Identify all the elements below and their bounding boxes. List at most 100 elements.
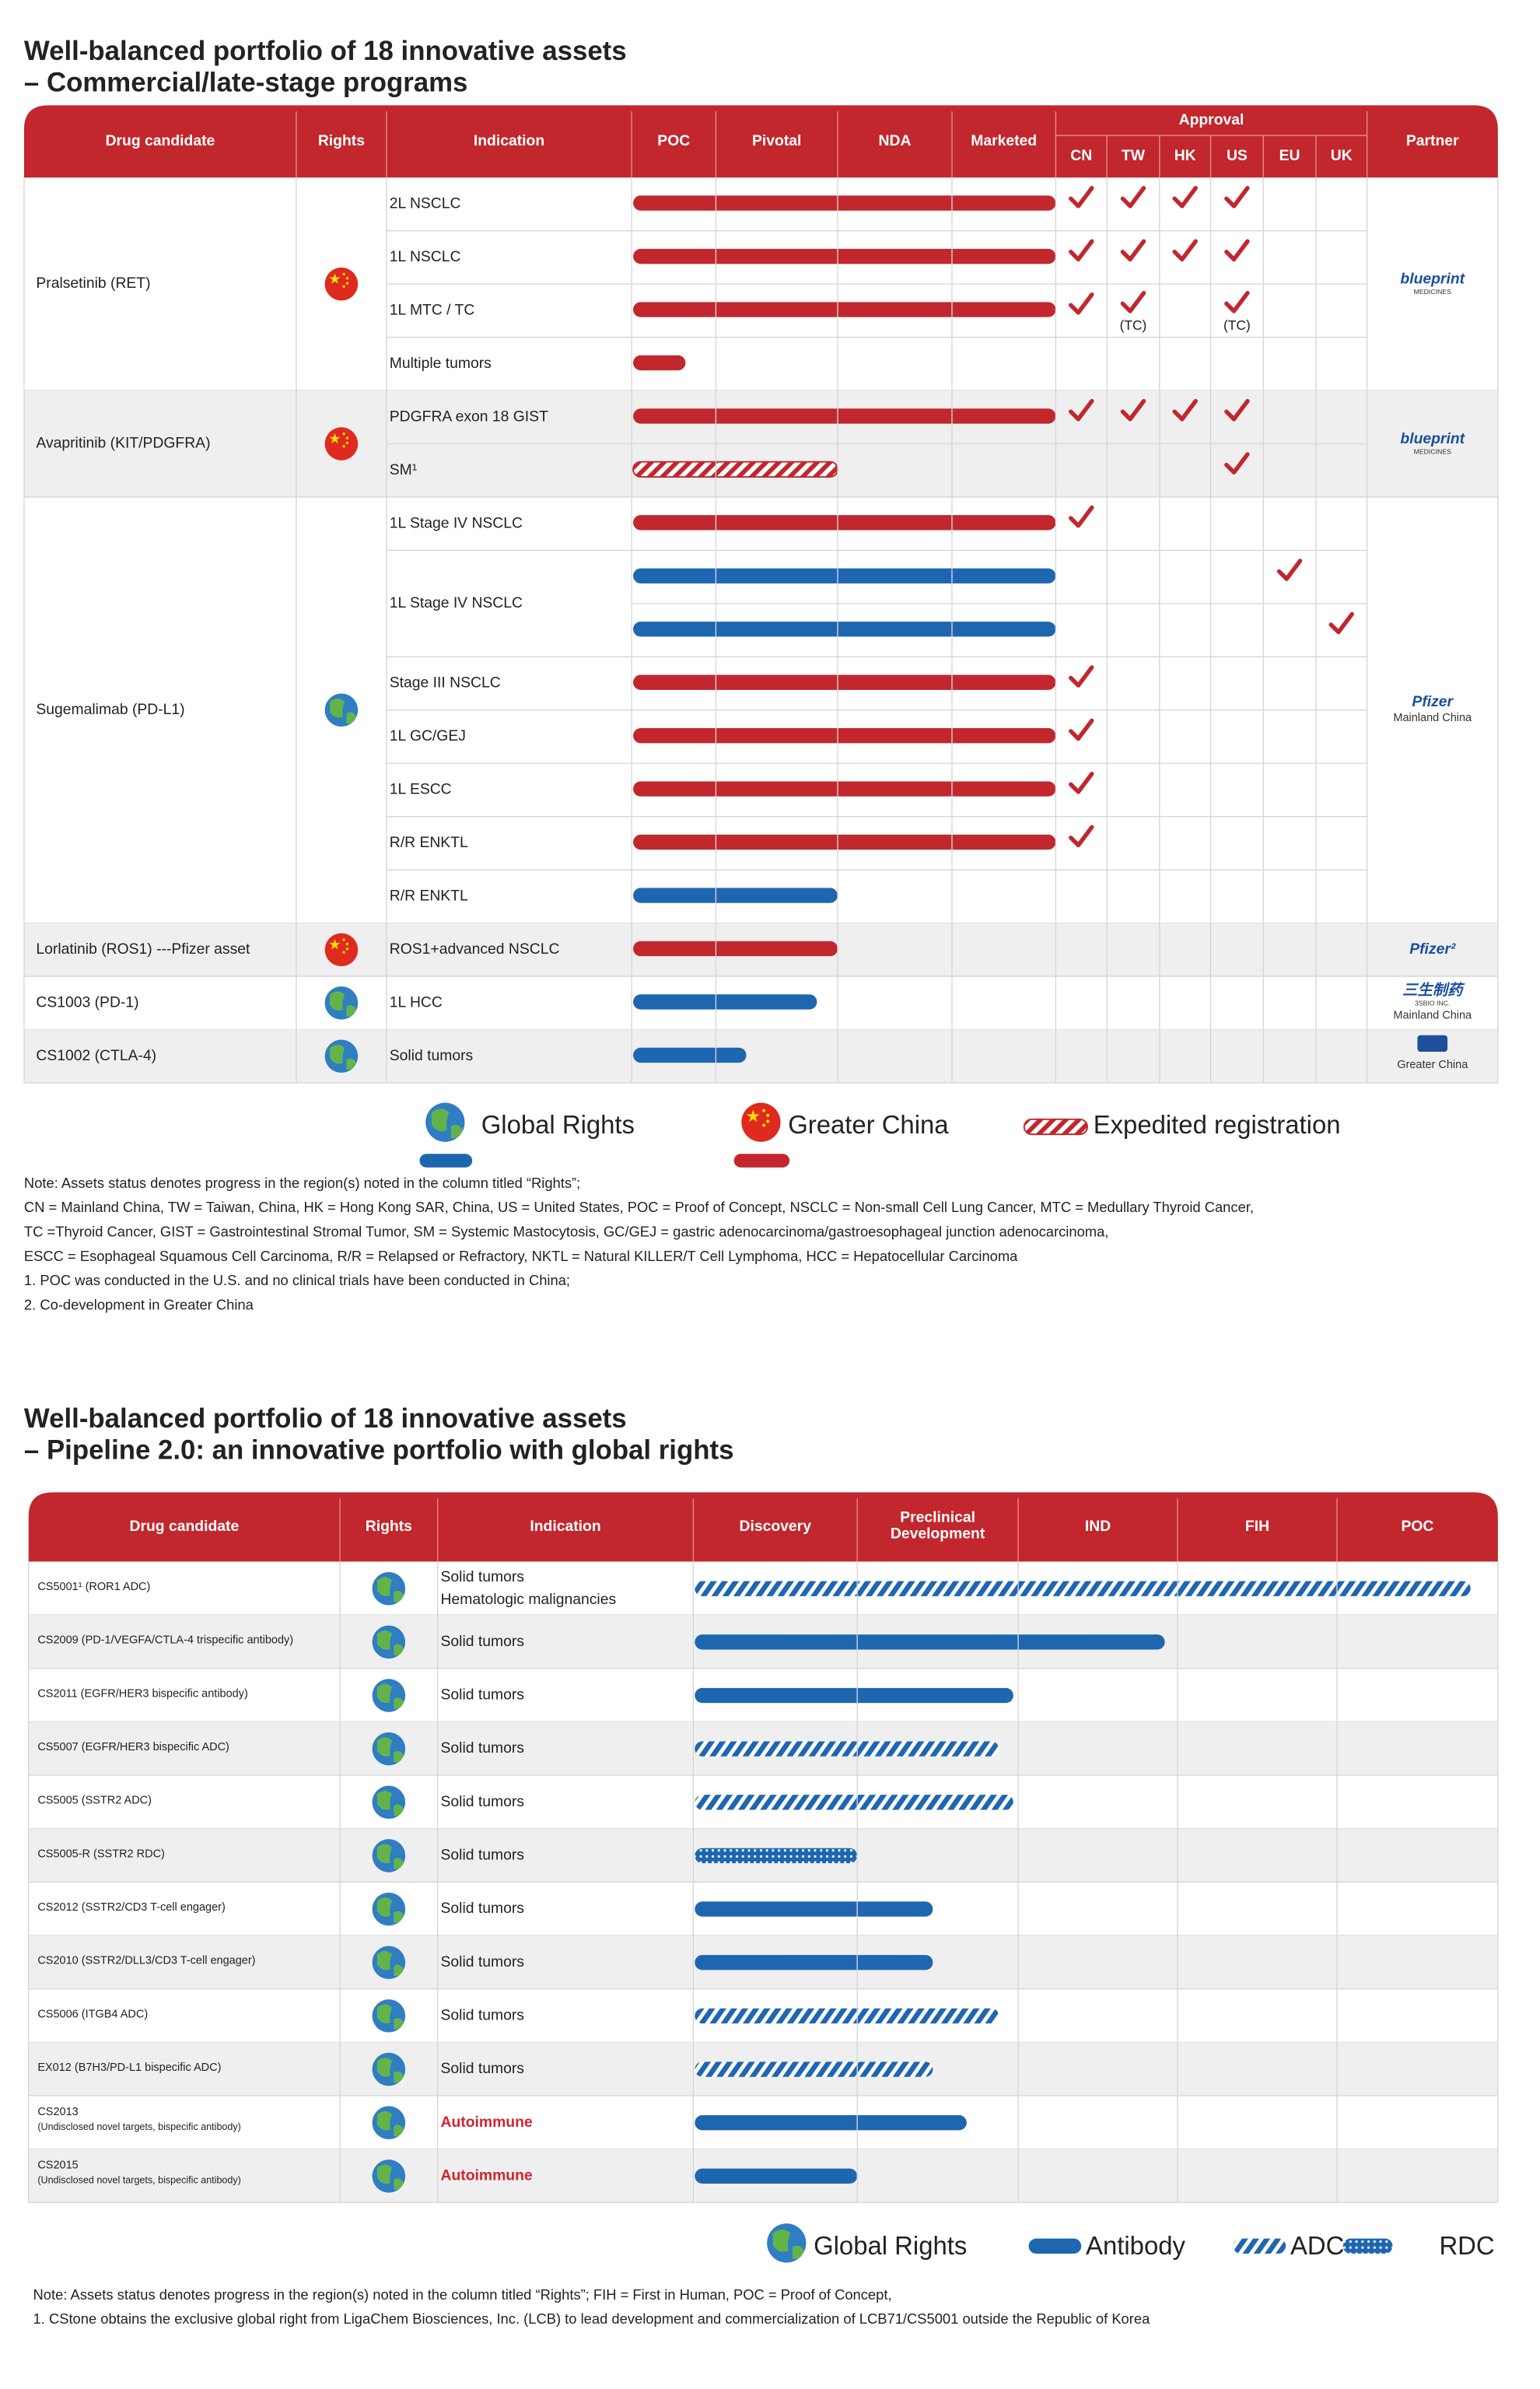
check-mark bbox=[1120, 239, 1146, 262]
column-header: Drug candidate bbox=[106, 133, 215, 149]
indication: Solid tumors bbox=[441, 1954, 524, 1970]
drug-name: EX012 (B7H3/PD-L1 bispecific ADC) bbox=[37, 2061, 221, 2074]
legend-bar bbox=[1023, 1118, 1088, 1136]
progress-bar bbox=[633, 515, 1056, 531]
check-mark bbox=[1224, 291, 1250, 314]
globe-land bbox=[376, 1683, 404, 1709]
globe-land bbox=[330, 698, 357, 724]
check-mark bbox=[1120, 398, 1146, 422]
china-flag-icon bbox=[324, 427, 359, 461]
check-mark bbox=[1172, 186, 1198, 208]
column-header: US bbox=[1227, 148, 1248, 164]
drug-name: CS2012 (SSTR2/CD3 T-cell engager) bbox=[37, 1901, 225, 1914]
column-header: Drug candidate bbox=[130, 1519, 240, 1535]
check-mark bbox=[1172, 398, 1198, 422]
column-header: Preclinical bbox=[900, 1509, 975, 1526]
partner-region: Mainland China bbox=[1393, 712, 1472, 724]
column-header: Rights bbox=[366, 1519, 412, 1535]
progress-bar bbox=[632, 461, 838, 478]
row-shade bbox=[23, 1029, 1498, 1084]
column-header: EU bbox=[1279, 148, 1300, 164]
progress-bar bbox=[695, 2168, 858, 2184]
note: 1. POC was conducted in the U.S. and no … bbox=[24, 1272, 570, 1288]
progress-bar bbox=[633, 941, 838, 957]
legend-bar bbox=[1342, 2238, 1393, 2254]
flag-star bbox=[329, 433, 341, 444]
indication: Autoimmune bbox=[441, 2167, 533, 2184]
progress-bar bbox=[633, 355, 686, 371]
flag-star bbox=[766, 1119, 770, 1123]
indication: Autoimmune bbox=[441, 2114, 533, 2131]
globe-land bbox=[376, 1577, 404, 1603]
progress-bar bbox=[633, 1047, 747, 1063]
drug-name: CS2011 (EGFR/HER3 bispecific antibody) bbox=[37, 1687, 247, 1700]
drug-name: CS5005 (SSTR2 ADC) bbox=[37, 1795, 152, 1807]
approval-note: (TC) bbox=[1120, 317, 1147, 333]
flag-star bbox=[345, 276, 349, 280]
flag-star bbox=[345, 441, 349, 445]
check-mark bbox=[1069, 186, 1094, 208]
flag-star bbox=[746, 1109, 760, 1123]
progress-bar bbox=[633, 834, 1056, 850]
note: 1. CStone obtains the exclusive global r… bbox=[33, 2310, 1151, 2327]
progress-bar bbox=[695, 1687, 1013, 1704]
indication: 2L NSCLC bbox=[390, 196, 461, 212]
globe-land bbox=[376, 1844, 404, 1869]
flag-star bbox=[342, 938, 345, 941]
drug-name: Avapritinib (KIT/PDGFRA) bbox=[36, 436, 210, 452]
indication: Solid tumors bbox=[441, 2061, 524, 2077]
globe-land bbox=[376, 2111, 404, 2137]
progress-bar bbox=[633, 195, 1056, 211]
column-header: POC bbox=[1401, 1519, 1433, 1535]
column-header: TW bbox=[1122, 148, 1146, 164]
progress-bar bbox=[695, 1581, 1471, 1596]
approval-note: (TC) bbox=[1223, 317, 1251, 333]
indication: Solid tumors bbox=[441, 1740, 524, 1757]
check-mark bbox=[1069, 665, 1094, 688]
drug-name: Sugemalimab (PD-L1) bbox=[36, 702, 184, 718]
check-mark bbox=[1276, 559, 1303, 581]
progress-bar bbox=[633, 781, 1056, 797]
table-header bbox=[23, 105, 1498, 178]
drug-name: CS1002 (CTLA-4) bbox=[36, 1048, 156, 1064]
indication: 1L Stage IV NSCLC bbox=[390, 515, 523, 531]
legend-bar bbox=[1233, 2238, 1286, 2254]
globe-land bbox=[330, 1044, 357, 1070]
indication: Stage III NSCLC bbox=[390, 675, 501, 692]
column-header: HK bbox=[1174, 148, 1196, 164]
legend-label: Antibody bbox=[1086, 2231, 1185, 2260]
globe-land bbox=[376, 1630, 404, 1656]
progress-bar bbox=[633, 727, 1056, 744]
legend-bar bbox=[733, 1154, 790, 1168]
column-header: UK bbox=[1331, 148, 1353, 164]
column-header: Indication bbox=[474, 133, 544, 149]
column-header: IND bbox=[1085, 1519, 1111, 1535]
partner-sub: 3SBIO INC. bbox=[1415, 1000, 1450, 1007]
section-title: Well-balanced portfolio of 18 innovative… bbox=[24, 36, 627, 66]
indication: Multiple tumors bbox=[390, 356, 492, 372]
note: ESCC = Esophageal Squamous Cell Carcinom… bbox=[24, 1248, 1018, 1264]
indication: R/R ENKTL bbox=[390, 888, 468, 905]
globe-land bbox=[376, 1897, 404, 1923]
flag-star bbox=[329, 939, 341, 950]
partner-name: 三生制药 bbox=[1402, 982, 1465, 999]
column-header: Pivotal bbox=[752, 133, 801, 149]
check-mark bbox=[1069, 825, 1094, 848]
section-title: – Commercial/late-stage programs bbox=[24, 67, 467, 97]
check-mark bbox=[1224, 398, 1250, 422]
drug-name: CS5007 (EGFR/HER3 bispecific ADC) bbox=[37, 1741, 229, 1753]
indication: R/R ENKTL bbox=[390, 835, 468, 851]
progress-bar bbox=[695, 2008, 999, 2024]
column-header: Rights bbox=[318, 133, 365, 149]
progress-bar bbox=[695, 1795, 1013, 1810]
check-mark bbox=[1069, 398, 1094, 422]
progress-bar bbox=[695, 1901, 933, 1917]
globe-land bbox=[772, 2229, 804, 2259]
indication: 1L GC/GEJ bbox=[390, 728, 466, 744]
drug-name: CS1003 (PD-1) bbox=[36, 994, 138, 1011]
progress-bar bbox=[633, 248, 1056, 264]
globe-land bbox=[431, 1109, 463, 1139]
indication: Hematologic malignancies bbox=[441, 1592, 617, 1608]
drug-note: (Undisclosed novel targets, bispecific a… bbox=[37, 2174, 241, 2185]
flag-star bbox=[345, 942, 349, 946]
